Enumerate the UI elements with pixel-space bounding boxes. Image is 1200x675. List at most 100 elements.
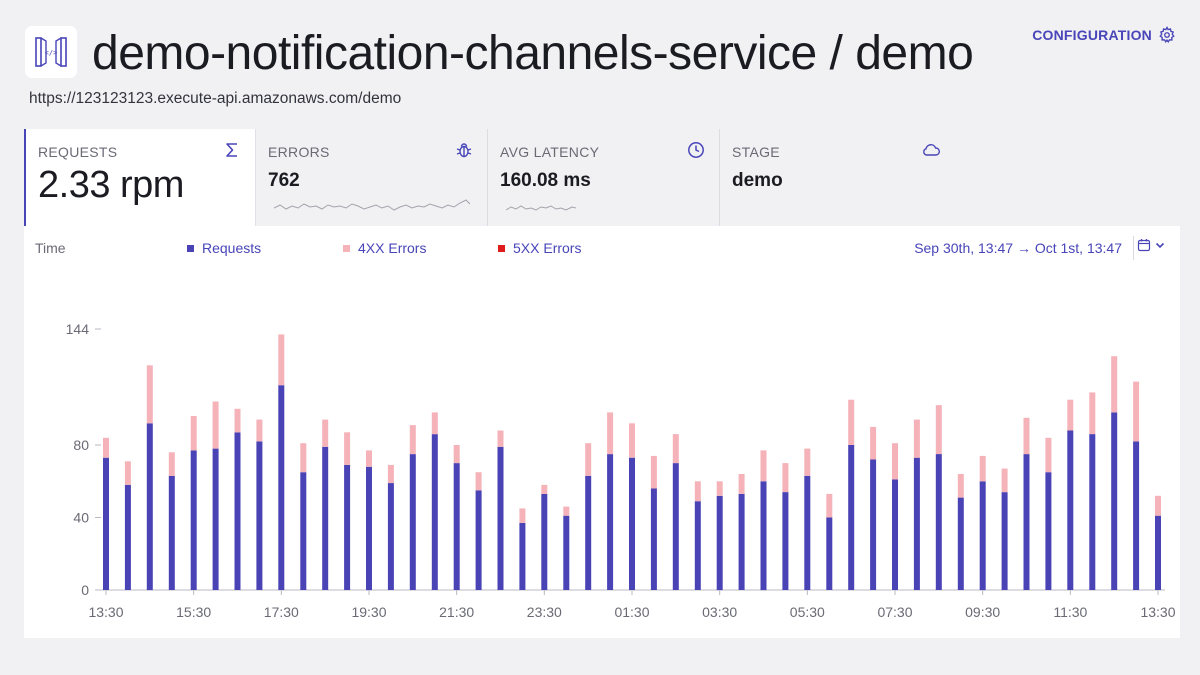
bar-4xx-errors-44[interactable] bbox=[1067, 399, 1074, 431]
bar-4xx-errors-23[interactable] bbox=[607, 412, 614, 455]
bar-4xx-errors-31[interactable] bbox=[782, 463, 789, 493]
bar-requests-1[interactable] bbox=[124, 484, 131, 590]
bar-4xx-errors-35[interactable] bbox=[870, 426, 877, 460]
bar-4xx-errors-41[interactable] bbox=[1001, 468, 1008, 493]
bar-requests-37[interactable] bbox=[913, 457, 920, 590]
bar-requests-36[interactable] bbox=[892, 479, 898, 590]
bar-requests-26[interactable] bbox=[672, 463, 679, 590]
bar-4xx-errors-22[interactable] bbox=[585, 443, 592, 476]
bar-requests-34[interactable] bbox=[848, 445, 855, 590]
bar-4xx-errors-43[interactable] bbox=[1045, 437, 1052, 473]
bar-4xx-errors-17[interactable] bbox=[475, 472, 482, 491]
bar-4xx-errors-1[interactable] bbox=[124, 461, 131, 485]
bar-4xx-errors-26[interactable] bbox=[672, 434, 679, 464]
bar-requests-27[interactable] bbox=[694, 501, 701, 590]
bar-requests-18[interactable] bbox=[497, 446, 504, 590]
bar-requests-24[interactable] bbox=[629, 457, 635, 590]
bar-requests-10[interactable] bbox=[322, 446, 329, 590]
bar-requests-13[interactable] bbox=[387, 483, 394, 590]
bar-requests-33[interactable] bbox=[826, 517, 833, 591]
metric-avg-latency[interactable]: AVG LATENCY 160.08 ms bbox=[488, 129, 720, 226]
bar-4xx-errors-15[interactable] bbox=[431, 412, 438, 435]
bar-4xx-errors-4[interactable] bbox=[190, 416, 197, 451]
metric-requests[interactable]: REQUESTS 2.33 rpm bbox=[24, 129, 256, 226]
bar-requests-41[interactable] bbox=[1001, 492, 1008, 590]
bar-4xx-errors-14[interactable] bbox=[409, 425, 416, 455]
bar-requests-40[interactable] bbox=[979, 481, 986, 591]
bar-4xx-errors-38[interactable] bbox=[935, 405, 942, 454]
bar-4xx-errors-20[interactable] bbox=[541, 484, 548, 494]
bar-requests-32[interactable] bbox=[804, 475, 811, 590]
bar-requests-35[interactable] bbox=[870, 459, 877, 591]
bar-4xx-errors-24[interactable] bbox=[629, 423, 635, 458]
bar-4xx-errors-30[interactable] bbox=[760, 450, 767, 482]
bar-4xx-errors-46[interactable] bbox=[1111, 356, 1118, 413]
legend-5xx[interactable]: 5XX Errors bbox=[498, 240, 581, 256]
bar-requests-31[interactable] bbox=[782, 492, 789, 590]
configuration-button[interactable]: CONFIGURATION bbox=[1032, 26, 1176, 44]
bar-4xx-errors-10[interactable] bbox=[322, 419, 329, 447]
bar-4xx-errors-32[interactable] bbox=[804, 448, 811, 476]
bar-4xx-errors-34[interactable] bbox=[848, 399, 855, 445]
date-picker-button[interactable] bbox=[1137, 238, 1166, 252]
bar-requests-16[interactable] bbox=[453, 463, 460, 590]
bar-requests-39[interactable] bbox=[957, 497, 964, 590]
bar-4xx-errors-42[interactable] bbox=[1023, 417, 1030, 455]
bar-4xx-errors-39[interactable] bbox=[957, 474, 964, 498]
bar-4xx-errors-27[interactable] bbox=[694, 481, 701, 502]
bar-requests-11[interactable] bbox=[344, 464, 351, 590]
bar-4xx-errors-48[interactable] bbox=[1155, 495, 1161, 516]
bar-requests-2[interactable] bbox=[146, 423, 153, 591]
bar-requests-4[interactable] bbox=[190, 450, 197, 590]
bar-4xx-errors-33[interactable] bbox=[826, 493, 833, 518]
api-url[interactable]: https://123123123.execute-api.amazonaws.… bbox=[29, 90, 402, 107]
bar-4xx-errors-47[interactable] bbox=[1133, 381, 1140, 442]
bar-requests-22[interactable] bbox=[585, 475, 592, 590]
bar-requests-7[interactable] bbox=[256, 441, 263, 590]
metric-errors[interactable]: ERRORS 762 bbox=[256, 129, 488, 226]
bar-4xx-errors-0[interactable] bbox=[103, 437, 109, 458]
bar-requests-6[interactable] bbox=[234, 432, 241, 590]
bar-requests-38[interactable] bbox=[935, 454, 942, 590]
bar-requests-29[interactable] bbox=[738, 493, 745, 590]
bar-4xx-errors-45[interactable] bbox=[1089, 392, 1096, 435]
metric-stage[interactable]: STAGE demo bbox=[720, 129, 952, 226]
bar-requests-43[interactable] bbox=[1045, 472, 1052, 590]
bar-requests-30[interactable] bbox=[760, 481, 767, 591]
bar-requests-45[interactable] bbox=[1089, 434, 1096, 590]
bar-4xx-errors-25[interactable] bbox=[650, 455, 657, 489]
bar-requests-17[interactable] bbox=[475, 490, 482, 590]
bar-4xx-errors-8[interactable] bbox=[278, 334, 285, 386]
bar-requests-20[interactable] bbox=[541, 493, 548, 590]
bar-4xx-errors-21[interactable] bbox=[563, 506, 570, 516]
bar-requests-46[interactable] bbox=[1111, 412, 1118, 590]
bar-4xx-errors-29[interactable] bbox=[738, 474, 745, 494]
bar-requests-48[interactable] bbox=[1155, 515, 1161, 590]
bar-4xx-errors-40[interactable] bbox=[979, 455, 986, 482]
bar-requests-47[interactable] bbox=[1133, 441, 1140, 590]
bar-requests-3[interactable] bbox=[168, 475, 175, 590]
bar-requests-5[interactable] bbox=[212, 448, 219, 590]
bar-requests-28[interactable] bbox=[716, 495, 723, 591]
bar-requests-14[interactable] bbox=[409, 454, 416, 590]
bar-4xx-errors-36[interactable] bbox=[892, 443, 898, 480]
bar-4xx-errors-7[interactable] bbox=[256, 419, 263, 442]
legend-requests[interactable]: Requests bbox=[187, 240, 261, 256]
legend-4xx[interactable]: 4XX Errors bbox=[343, 240, 426, 256]
bar-requests-44[interactable] bbox=[1067, 430, 1074, 591]
bar-4xx-errors-6[interactable] bbox=[234, 408, 241, 433]
date-range[interactable]: Sep 30th, 13:47 → Oct 1st, 13:47 bbox=[914, 240, 1122, 256]
bar-requests-42[interactable] bbox=[1023, 454, 1030, 590]
bar-requests-15[interactable] bbox=[431, 434, 438, 590]
bar-4xx-errors-12[interactable] bbox=[366, 450, 372, 467]
bar-4xx-errors-3[interactable] bbox=[168, 452, 175, 476]
bar-requests-25[interactable] bbox=[650, 488, 657, 591]
bar-requests-19[interactable] bbox=[519, 522, 526, 590]
bar-requests-23[interactable] bbox=[607, 454, 614, 590]
bar-4xx-errors-18[interactable] bbox=[497, 430, 504, 447]
bar-requests-9[interactable] bbox=[300, 472, 307, 590]
bar-requests-0[interactable] bbox=[103, 457, 109, 590]
bar-requests-21[interactable] bbox=[563, 515, 570, 590]
bar-4xx-errors-2[interactable] bbox=[146, 365, 153, 424]
bar-requests-8[interactable] bbox=[278, 385, 285, 590]
